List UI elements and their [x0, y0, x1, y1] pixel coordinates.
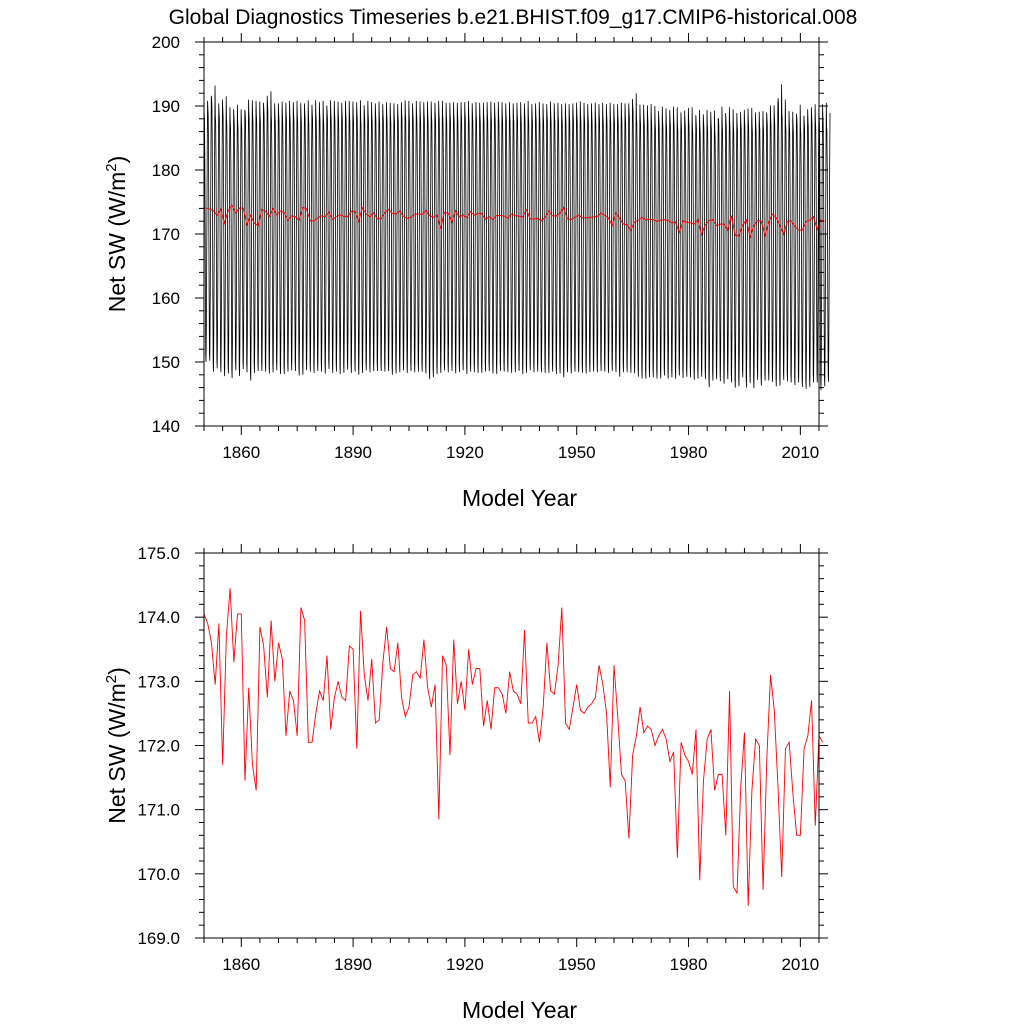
- x-tick-label: 2010: [781, 955, 819, 974]
- x-tick-label: 1890: [334, 955, 372, 974]
- y-axis-title-main: Net SW (W/m: [104, 172, 130, 313]
- annual-mean-line: [205, 204, 825, 240]
- x-axis-title: Model Year: [462, 485, 577, 511]
- y-tick-label: 172.0: [137, 737, 180, 756]
- x-tick-label: 2010: [781, 443, 819, 462]
- bottom-panel: 1860 1890 1920 1950 1980 2010 169.0 170.0 171.0 1…: [103, 544, 828, 1023]
- y-axis-title: Net SW (W/m2): [103, 156, 130, 313]
- x-tick-label: 1860: [222, 443, 260, 462]
- y-tick-label: 173.0: [137, 672, 180, 691]
- y-axis-title-end: ): [104, 156, 130, 164]
- plot-frame: [203, 552, 820, 939]
- y-tick-label: 170: [152, 225, 180, 244]
- x-tick-label: 1920: [446, 443, 484, 462]
- y-tick-label: 174.0: [137, 608, 180, 627]
- y-tick-label: 170.0: [137, 865, 180, 884]
- y-tick-label: 150: [152, 353, 180, 372]
- x-tick-label: 1950: [558, 955, 596, 974]
- y-tick-label: 200: [152, 33, 180, 52]
- y-axis-title: Net SW (W/m2): [103, 667, 130, 824]
- y-tick-label: 180: [152, 161, 180, 180]
- y-tick-label: 169.0: [137, 929, 180, 948]
- y-axis-title-end: ): [104, 667, 130, 675]
- x-tick-label: 1980: [670, 443, 708, 462]
- x-axis-title: Model Year: [462, 997, 577, 1023]
- y-tick-label: 160: [152, 289, 180, 308]
- y-axis-title-superscript: 2: [103, 163, 120, 171]
- y-axis-title-main: Net SW (W/m: [104, 683, 130, 824]
- y-tick-label: 190: [152, 97, 180, 116]
- y-tick-label: 171.0: [137, 801, 180, 820]
- annual-mean-line: [203, 588, 824, 906]
- monthly-series-line: [203, 84, 831, 391]
- y-axis-title-superscript: 2: [103, 675, 120, 683]
- figure-title: Global Diagnostics Timeseries b.e21.BHIS…: [169, 6, 858, 29]
- top-panel: 1860 1890 1920 1950 1980 2010 140 150 160 170 180 1…: [103, 33, 831, 511]
- x-tick-label: 1980: [670, 955, 708, 974]
- x-tick-label: 1920: [446, 955, 484, 974]
- x-tick-label: 1890: [334, 443, 372, 462]
- x-tick-label: 1860: [222, 955, 260, 974]
- x-tick-label: 1950: [558, 443, 596, 462]
- y-tick-label: 140: [152, 417, 180, 436]
- y-tick-label: 175.0: [137, 544, 180, 563]
